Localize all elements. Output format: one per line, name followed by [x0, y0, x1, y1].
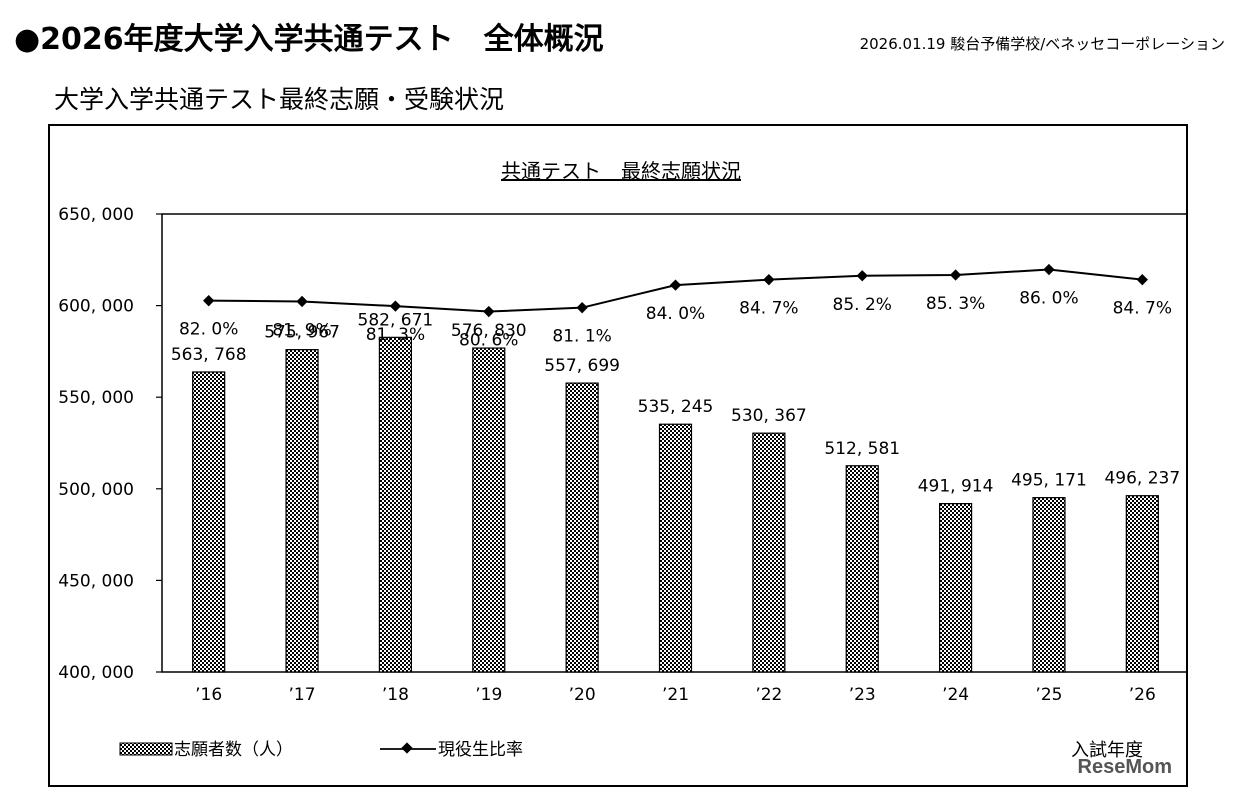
page-title: ●2026年度大学入学共通テスト 全体概況	[14, 22, 604, 57]
ratio-data-label: 85. 3%	[926, 294, 985, 314]
ratio-data-label: 80. 6%	[459, 331, 518, 351]
chart-title: 共通テスト 最終志願状況	[501, 159, 741, 183]
bar	[192, 371, 226, 673]
x-tick-label: ’21	[662, 685, 689, 705]
ratio-data-label: 82. 0%	[179, 320, 238, 340]
ratio-marker	[1043, 263, 1055, 276]
ratio-data-label: 84. 0%	[646, 304, 705, 324]
bar	[752, 432, 786, 673]
y-tick-label: 650, 000	[58, 205, 134, 225]
ratio-data-label: 86. 0%	[1019, 289, 1078, 309]
bar	[845, 465, 879, 673]
x-tick-label: ’18	[382, 685, 409, 705]
bar	[938, 503, 973, 673]
x-tick-label: ’19	[475, 685, 502, 705]
y-tick-label: 450, 000	[58, 571, 134, 591]
bar	[378, 336, 413, 673]
ratio-marker	[389, 300, 402, 312]
source-credit: 2026.01.19 駿台予備学校/ベネッセコーポレーション	[859, 35, 1225, 53]
x-tick-label: ’16	[195, 685, 222, 705]
bar	[472, 347, 506, 673]
bar	[1032, 497, 1066, 673]
legend-bar-label: 志願者数（人）	[174, 740, 293, 760]
bar-data-label: 530, 367	[731, 406, 807, 426]
applicants-chart: 共通テスト 最終志願状況 400, 000 450, 000 500, 000 550…	[58, 159, 1186, 761]
ratio-data-label: 81. 1%	[552, 327, 611, 347]
bar-data-label: 512, 581	[824, 439, 900, 459]
ratio-data-label: 81. 3%	[366, 325, 425, 345]
ratio-data-label: 85. 2%	[833, 295, 892, 315]
x-tick-label: ’25	[1035, 685, 1062, 705]
ratio-marker	[1136, 274, 1148, 286]
ratio-data-label: 84. 7%	[739, 299, 798, 319]
ratio-data-label: 81. 9%	[272, 320, 331, 340]
y-tick-label: 400, 000	[58, 663, 134, 683]
y-tick-label: 600, 000	[58, 297, 134, 317]
ratio-marker	[669, 279, 682, 291]
bar-data-label: 496, 237	[1104, 469, 1180, 489]
y-tick-label: 500, 000	[58, 480, 134, 500]
ratio-marker	[576, 302, 588, 314]
bar-data-label: 575, 967	[264, 323, 340, 343]
bar-data-label: 557, 699	[544, 356, 620, 376]
legend-line-label: 現役生比率	[438, 740, 523, 760]
x-tick-label: ’22	[755, 685, 782, 705]
bar	[658, 423, 693, 673]
bar-data-label: 495, 171	[1011, 471, 1087, 491]
ratio-marker	[203, 295, 215, 307]
bar	[565, 382, 599, 673]
legend-bar-swatch	[119, 742, 173, 756]
x-tick-label: ’26	[1129, 685, 1156, 705]
bar	[1125, 495, 1159, 673]
chart-frame: 共通テスト 最終志願状況 400, 000 450, 000 500, 000 550…	[48, 124, 1188, 787]
x-tick-label: ’17	[289, 685, 316, 705]
bar-data-label: 576, 830	[451, 321, 527, 341]
bar-data-label: 535, 245	[638, 397, 714, 417]
x-tick-label: ’23	[849, 685, 876, 705]
ratio-marker	[483, 305, 495, 318]
x-axis-label: 入試年度	[1071, 740, 1143, 761]
x-tick-label: ’24	[942, 685, 969, 705]
resemom-watermark: ReseMom	[1077, 756, 1172, 778]
x-tick-label: ’20	[569, 685, 596, 705]
bar-data-label: 491, 914	[918, 477, 994, 497]
ratio-marker	[949, 269, 962, 281]
section-title: 大学入学共通テスト最終志願・受験状況	[54, 85, 505, 114]
ratio-marker	[296, 295, 308, 308]
y-tick-label: 550, 000	[58, 388, 134, 408]
bar	[285, 349, 319, 673]
ratio-marker	[763, 274, 775, 286]
ratio-data-label: 84. 7%	[1113, 299, 1172, 319]
bar-data-label: 582, 671	[358, 310, 434, 330]
ratio-marker	[856, 270, 868, 282]
legend-line-marker	[401, 742, 413, 754]
bar-data-label: 563, 768	[171, 345, 247, 365]
